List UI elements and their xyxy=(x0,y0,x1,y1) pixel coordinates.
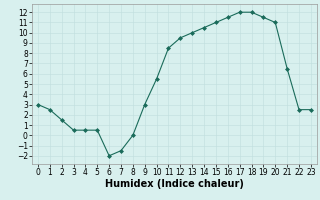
X-axis label: Humidex (Indice chaleur): Humidex (Indice chaleur) xyxy=(105,179,244,189)
